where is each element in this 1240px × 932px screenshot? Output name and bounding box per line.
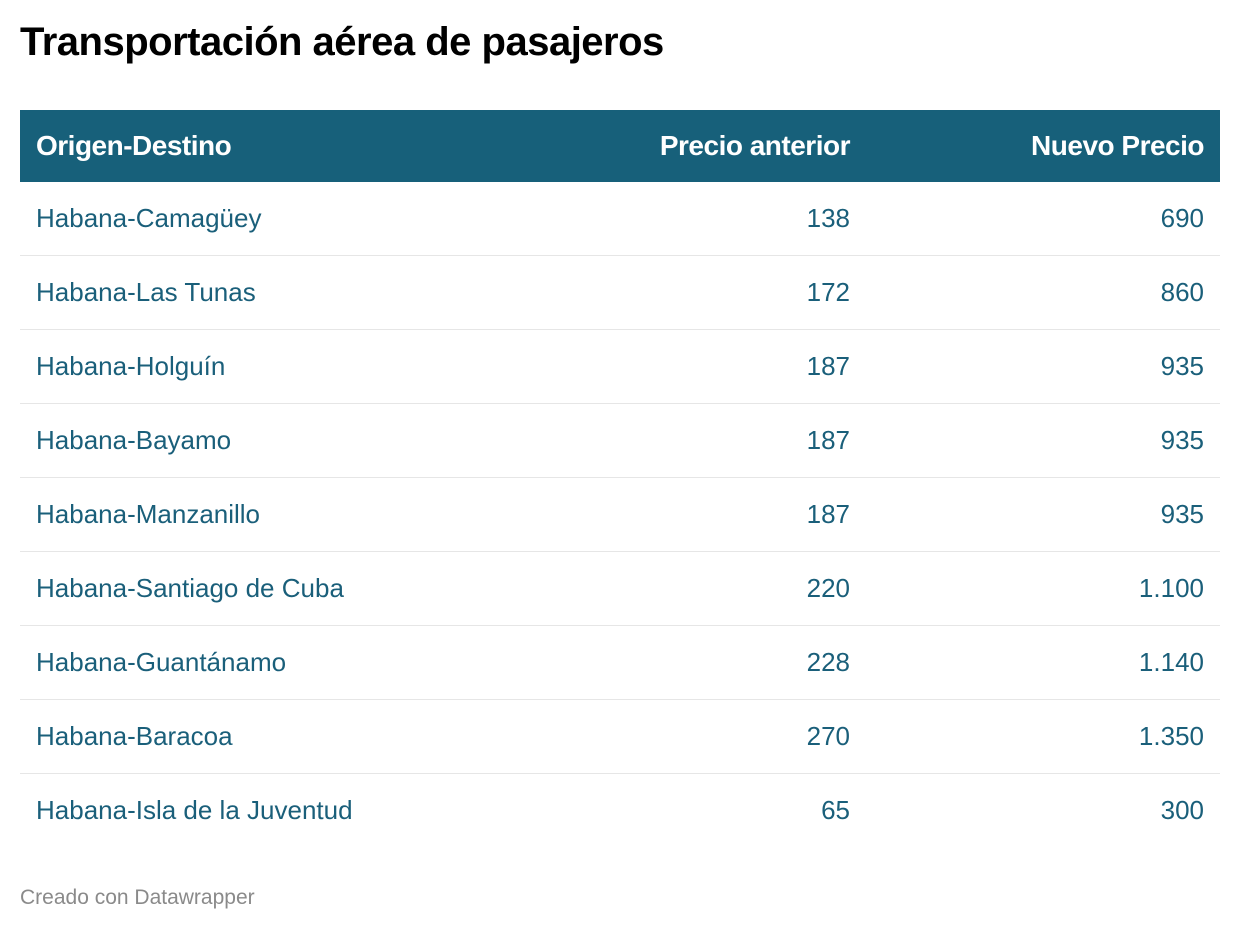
route-cell: Habana-Holguín xyxy=(20,329,492,404)
route-cell: Habana-Isla de la Juventud xyxy=(36,795,353,825)
previous-price-cell: 187 xyxy=(492,403,866,478)
previous-price-cell: 172 xyxy=(492,255,866,330)
route-cell: Habana-Camagüey xyxy=(20,182,492,256)
column-header[interactable]: Nuevo Precio xyxy=(1031,130,1204,161)
new-price-cell: 1.350 xyxy=(866,699,1220,774)
previous-price-cell: 187 xyxy=(492,329,866,404)
route-cell: Habana-Manzanillo xyxy=(20,477,492,552)
table-row: Habana-Manzanillo 187 935 xyxy=(20,477,1220,552)
table-row: Habana-Baracoa 270 1.350 xyxy=(20,699,1220,774)
previous-price-cell: 228 xyxy=(492,625,866,700)
new-price-cell: 300 xyxy=(1160,795,1204,825)
new-price-cell: 935 xyxy=(866,329,1220,404)
table-row: Habana-Guantánamo 228 1.140 xyxy=(20,625,1220,700)
table-row: Habana-Camagüey 138 690 xyxy=(20,182,1220,256)
column-header[interactable]: Precio anterior xyxy=(659,130,851,161)
route-cell: Habana-Baracoa xyxy=(20,699,492,774)
credit-link[interactable]: Creado con Datawrapper xyxy=(20,886,255,909)
table-row: Habana-Santiago de Cuba 220 1.100 xyxy=(20,551,1220,626)
previous-price-cell: 220 xyxy=(492,551,866,626)
previous-price-cell: 65 xyxy=(821,795,850,825)
previous-price-cell: 270 xyxy=(492,699,866,774)
new-price-cell: 860 xyxy=(866,255,1220,330)
table-title: Transportación aérea de pasajeros xyxy=(20,20,664,64)
new-price-cell: 690 xyxy=(866,182,1220,256)
route-cell: Habana-Santiago de Cuba xyxy=(20,551,492,626)
route-cell: Habana-Las Tunas xyxy=(20,255,492,330)
table-row: Habana-Las Tunas 172 860 xyxy=(20,255,1220,330)
table-row: Habana-Holguín 187 935 xyxy=(20,329,1220,404)
table-row: Habana-Bayamo 187 935 xyxy=(20,403,1220,478)
route-cell: Habana-Bayamo xyxy=(20,403,492,478)
data-table: Origen-Destino Precio anterior Nuevo Pre… xyxy=(20,110,1220,847)
column-header[interactable]: Origen-Destino xyxy=(36,130,232,161)
route-cell: Habana-Guantánamo xyxy=(20,625,492,700)
header-row: Origen-Destino Precio anterior Nuevo Pre… xyxy=(20,110,1220,182)
table-row: Habana-Isla de la Juventud 65 300 xyxy=(20,774,1220,848)
new-price-cell: 935 xyxy=(866,477,1220,552)
new-price-cell: 1.100 xyxy=(866,551,1220,626)
new-price-cell: 1.140 xyxy=(866,625,1220,700)
new-price-cell: 935 xyxy=(866,403,1220,478)
previous-price-cell: 187 xyxy=(492,477,866,552)
previous-price-cell: 138 xyxy=(492,182,866,256)
